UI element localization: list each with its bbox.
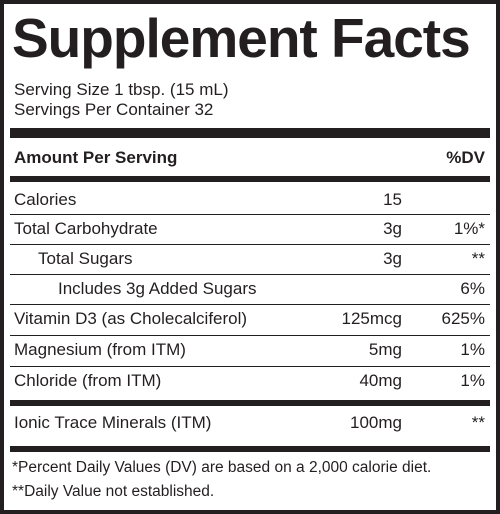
row-divider — [10, 366, 490, 367]
blend-row-ionic-trace-minerals: Ionic Trace Minerals (ITM) 100mg ** — [4, 408, 496, 438]
footnote-dv: *Percent Daily Values (DV) are based on … — [12, 459, 432, 476]
nutrient-dv: 1% — [460, 340, 485, 359]
thick-divider-blend — [10, 400, 490, 406]
nutrient-name: Calories — [14, 190, 77, 209]
nutrient-dv: 625% — [441, 309, 485, 328]
row-divider — [10, 214, 490, 215]
nutrient-row-magnesium: Magnesium (from ITM) 5mg 1% — [4, 335, 496, 365]
nutrient-row-total-sugars: Total Sugars 3g ** — [4, 244, 496, 274]
blend-dv: ** — [471, 413, 485, 432]
panel-title: Supplement Facts — [12, 7, 471, 69]
nutrient-row-added-sugars: Includes 3g Added Sugars 6% — [4, 274, 496, 304]
footnote-not-established: **Daily Value not established. — [12, 483, 215, 500]
thick-divider-header — [10, 176, 490, 182]
nutrient-dv: ** — [471, 249, 485, 268]
row-divider — [10, 304, 490, 305]
thick-divider-bottom — [10, 446, 490, 452]
serving-size: Serving Size 1 tbsp. (15 mL) — [14, 80, 229, 99]
nutrient-name: Vitamin D3 (as Cholecalciferol) — [14, 309, 248, 328]
amount-per-serving-heading: Amount Per Serving — [14, 148, 178, 167]
nutrient-amount: 3g — [383, 219, 402, 238]
nutrient-name: Total Sugars — [38, 249, 133, 268]
nutrient-amount: 125mcg — [341, 309, 402, 328]
nutrient-name: Magnesium (from ITM) — [14, 340, 186, 359]
thick-divider-top — [10, 128, 490, 138]
nutrient-name: Includes 3g Added Sugars — [58, 279, 257, 298]
nutrient-row-vitamin-d3: Vitamin D3 (as Cholecalciferol) 125mcg 6… — [4, 304, 496, 334]
row-divider — [10, 274, 490, 275]
nutrient-dv: 6% — [460, 279, 485, 298]
nutrient-row-calories: Calories 15 — [4, 185, 496, 215]
row-divider — [10, 335, 490, 336]
nutrient-row-total-carbohydrate: Total Carbohydrate 3g 1%* — [4, 214, 496, 244]
blend-name: Ionic Trace Minerals (ITM) — [14, 413, 212, 432]
nutrient-name: Total Carbohydrate — [14, 219, 158, 238]
nutrient-dv: 1%* — [453, 219, 485, 238]
nutrient-amount: 3g — [383, 249, 402, 268]
dv-heading: %DV — [446, 148, 485, 167]
nutrient-dv: 1% — [460, 371, 485, 390]
blend-amount: 100mg — [350, 413, 402, 432]
row-divider — [10, 244, 490, 245]
servings-per-container: Servings Per Container 32 — [14, 100, 214, 119]
nutrient-row-chloride: Chloride (from ITM) 40mg 1% — [4, 366, 496, 396]
nutrient-amount: 15 — [383, 190, 402, 209]
nutrient-amount: 5mg — [368, 340, 402, 359]
nutrient-amount: 40mg — [359, 371, 402, 390]
nutrient-name: Chloride (from ITM) — [14, 371, 162, 390]
